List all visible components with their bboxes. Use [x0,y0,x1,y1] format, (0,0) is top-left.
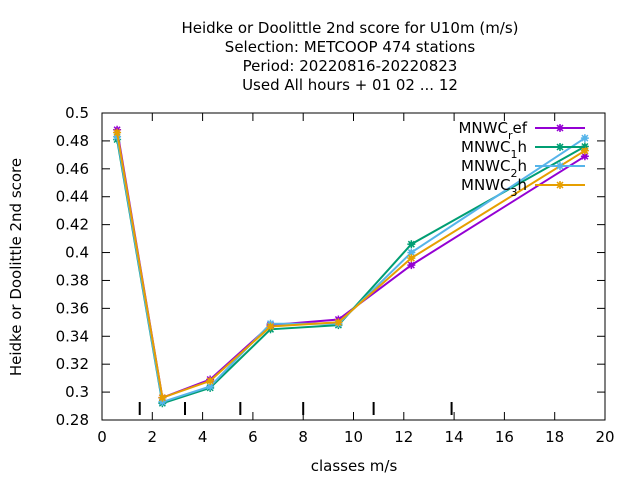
x-tick-label: 18 [545,428,564,446]
y-tick-label: 0.38 [56,271,89,289]
series-marker [266,322,275,331]
series-marker [556,162,564,170]
y-tick-label: 0.3 [65,383,89,401]
plot-frame [101,112,606,421]
y-tick-label: 0.42 [56,216,89,234]
series-marker [407,240,416,249]
x-tick-label: 14 [445,428,464,446]
series-marker [556,124,564,132]
y-axis: 0.28 0.3 0.32 0.34 0.36 0.38 0.4 0.42 0.44 0.46 0.… [56,104,605,429]
series-marker [556,181,564,189]
x-tick-label: 16 [495,428,514,446]
y-tick-label: 0.32 [56,355,89,373]
x-tick-label: 8 [298,428,308,446]
title-line: Period: 20220816-20220823 [243,57,458,75]
x-tick-label: 20 [595,428,614,446]
y-tick-label: 0.48 [56,132,89,150]
chart-title: Heidke or Doolittle 2nd score for U10m (… [181,19,518,94]
y-tick-label: 0.4 [65,244,89,262]
x-axis: 0 2 4 6 8 10 12 14 16 18 20 [97,113,615,446]
x-tick-label: 12 [394,428,413,446]
legend-label: MNWC1h [461,138,527,161]
series-marker [407,261,416,270]
legend-label: MNWC2h [461,157,527,180]
class-boundary-marks [138,402,453,415]
x-tick-label: 6 [248,428,258,446]
series-marker [158,393,167,402]
series-marker [580,134,589,143]
legend-label: MNWC3h [461,176,527,199]
y-tick-label: 0.46 [56,160,89,178]
title-line: Selection: METCOOP 474 stations [225,38,476,56]
legend-label: MNWCref [458,119,527,142]
series-marker [334,318,343,327]
y-tick-label: 0.28 [56,411,89,429]
series-MNWC_3h [113,128,589,402]
series-marker [206,382,215,391]
y-axis-label: Heidke or Doolittle 2nd score [7,158,25,376]
title-line: Heidke or Doolittle 2nd score for U10m (… [181,19,518,37]
x-tick-label: 10 [344,428,363,446]
x-tick-label: 4 [198,428,208,446]
series-layer [113,125,589,408]
legend-entry: MNWCref [458,119,585,142]
y-tick-label: 0.44 [56,188,89,206]
legend-entry: MNWC1h [461,138,585,161]
y-tick-label: 0.34 [56,327,89,345]
series-marker [206,376,215,385]
title-line: Used All hours + 01 02 ... 12 [242,76,458,94]
y-tick-label: 0.5 [65,104,89,122]
series-marker [556,143,564,151]
series-marker [113,128,122,137]
series-marker [580,146,589,155]
x-tick-label: 0 [97,428,107,446]
legend-entry: MNWC3h [461,176,585,199]
series-marker [407,254,416,263]
x-axis-label: classes m/s [311,457,398,475]
y-tick-label: 0.36 [56,299,89,317]
legend-entry: MNWC2h [461,157,585,180]
plot-border [101,112,606,421]
x-tick-label: 2 [148,428,158,446]
